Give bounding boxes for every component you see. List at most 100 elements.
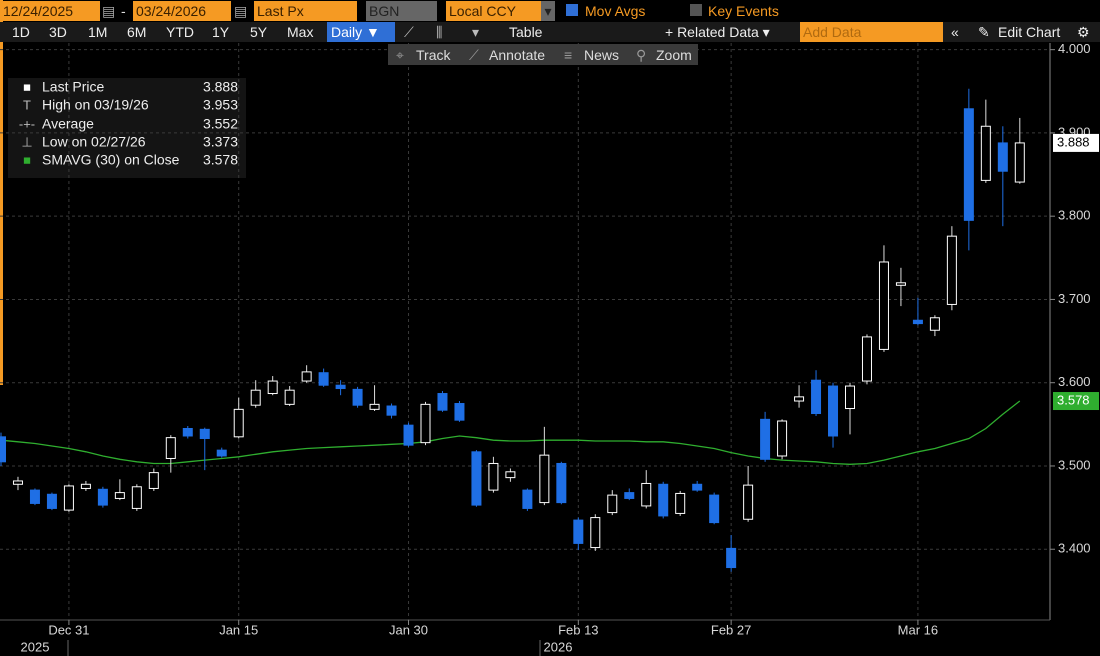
currency-select[interactable]: Local CCY [446,1,541,21]
candle-body [624,492,635,499]
mov-avgs-label[interactable]: Mov Avgs [585,3,646,19]
candle-body [997,142,1008,172]
collapse-button[interactable]: « [951,24,959,40]
tool-button[interactable]: News [584,47,620,63]
legend-icon: T [23,97,31,112]
frequency-select[interactable]: Daily ▼ [327,22,395,42]
mov-avgs-checkbox[interactable] [566,4,578,16]
candle-body [369,403,380,410]
legend-icon: ■ [23,79,31,94]
legend-value: 3.578 [203,152,238,168]
y-tick-label: 4.000 [1058,41,1091,56]
y-tick-label: 3.500 [1058,457,1091,472]
period-button[interactable]: Max [287,24,314,40]
tool-icon[interactable]: ≡ [564,47,573,63]
period-button[interactable]: 3D [49,24,67,40]
candle-body [148,472,159,489]
field-select[interactable]: Last Px [254,1,357,21]
candle-body [63,485,74,511]
candle-body [760,418,771,460]
candle-body [454,403,465,421]
candle-body [318,372,329,386]
date-separator: - [121,3,126,19]
period-button[interactable]: 1M [88,24,108,40]
year-label: 2026 [544,639,573,654]
dropdown-arrow[interactable]: ▾ [541,1,555,21]
legend-icon: ⊥ [21,134,32,149]
y-tick-label: 3.800 [1058,208,1091,223]
tool-icon[interactable]: ⚲ [636,47,647,63]
calendar-icon[interactable]: ▤ [234,3,248,19]
source-select[interactable]: BGN [366,1,437,21]
legend-label: Average [42,116,94,132]
settings-icon[interactable]: ⚙ [1077,24,1090,40]
x-tick-label: Feb 13 [558,622,598,637]
candle-body [539,454,550,504]
candle-body [861,336,872,382]
edit-icon[interactable]: ✎ [978,24,990,40]
candle-body [573,519,584,544]
candle-body [386,405,397,416]
candle-body [607,494,618,514]
key-events-checkbox[interactable] [690,4,702,16]
legend-icon: ■ [23,152,31,167]
candle-body [522,489,533,509]
tool-button[interactable]: Track [416,47,451,63]
candle-body [0,436,6,463]
tool-button[interactable]: Zoom [656,47,692,63]
candle-body [114,492,125,499]
add-data-input[interactable]: Add Data [800,22,943,42]
price-tag-bg [1053,133,1099,152]
candle-icon[interactable]: ⫼ [436,24,443,40]
legend-label: SMAVG (30) on Close [42,152,180,168]
legend-value: 3.552 [203,116,238,132]
candle-body [233,408,244,438]
related-data[interactable]: + Related Data ▾ [665,24,770,40]
price-tag-bg [1053,392,1099,411]
period-button[interactable]: 1D [12,24,30,40]
candle-body [794,396,805,402]
table-button[interactable]: Table [509,24,543,40]
legend-box [8,78,246,178]
key-events-label[interactable]: Key Events [708,3,779,19]
candle-body [403,424,414,446]
candle-body [709,494,720,524]
y-tick-label: 3.400 [1058,541,1091,556]
candle-body [556,462,567,504]
tool-button[interactable]: Annotate [489,47,546,63]
legend-value: 3.373 [203,134,238,150]
year-label: 2025 [21,639,50,654]
legend-value: 3.888 [203,79,238,95]
candle-body [420,403,431,444]
candle-body [658,483,669,517]
candle-body [250,389,261,406]
side-accent [0,0,3,385]
line-chart-icon[interactable]: ⟋ [404,24,414,40]
x-tick-label: Dec 31 [48,622,89,637]
candle-body [352,388,363,406]
candle-body [437,393,448,411]
candle-body [692,483,703,491]
candle-body [12,480,23,485]
chart-type-arrow[interactable]: ▾ [472,24,480,40]
period-button[interactable]: 1Y [212,24,230,40]
candle-body [828,385,839,437]
candle-body [335,384,346,390]
period-button[interactable]: 5Y [250,24,268,40]
candle-body [1014,142,1025,183]
tool-icon[interactable]: ⌖ [396,47,404,63]
period-button[interactable]: 6M [127,24,147,40]
legend-value: 3.953 [203,97,238,113]
candle-body [80,483,91,489]
start-date[interactable]: 12/24/2025 [0,1,100,21]
candle-body [845,385,855,410]
candle-body [743,484,754,520]
tool-icon[interactable]: ⟋ [469,47,479,63]
edit-chart[interactable]: Edit Chart [998,24,1061,40]
candle-body [46,493,57,509]
period-button[interactable]: YTD [166,24,194,40]
calendar-icon[interactable]: ▤ [102,3,116,19]
end-date[interactable]: 03/24/2026 [133,1,231,21]
candle-body [488,462,499,491]
